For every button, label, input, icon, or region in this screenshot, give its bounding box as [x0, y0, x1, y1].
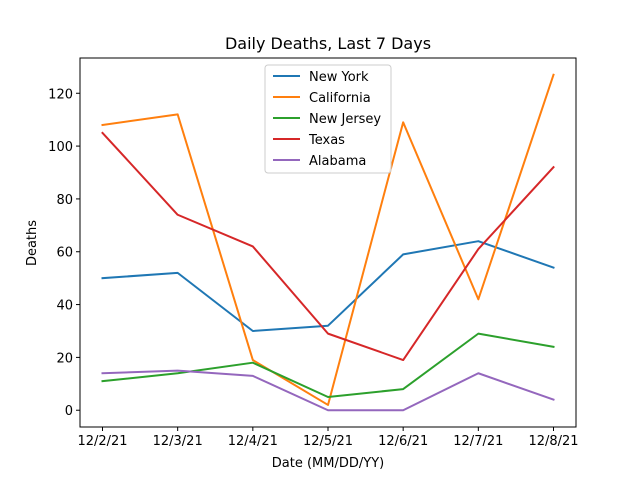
series-line-california [101, 73, 555, 406]
legend-label-alabama: Alabama [309, 154, 366, 169]
y-tick-label: 0 [65, 404, 73, 419]
y-axis-title: Deaths [25, 220, 40, 266]
series-layer [101, 73, 555, 412]
series-line-new-york [101, 240, 555, 332]
x-tick-label: 12/2/21 [77, 434, 127, 449]
y-tick-label: 120 [48, 87, 73, 102]
legend-box [264, 64, 392, 174]
y-axis: 0 20 40 60 80 100 120 [48, 87, 80, 419]
x-tick-label: 12/5/21 [303, 434, 353, 449]
legend-label-california: California [309, 91, 371, 106]
x-tick-label: 12/4/21 [228, 434, 278, 449]
y-tick-label: 20 [56, 351, 73, 366]
y-tick-label: 60 [56, 246, 73, 261]
legend-label-new-jersey: New Jersey [309, 112, 381, 127]
y-tick-label: 100 [48, 140, 73, 155]
x-axis: 12/2/21 12/3/21 12/4/21 12/5/21 12/6/21 12/7/… [77, 427, 579, 449]
series-line-new-jersey [101, 332, 555, 399]
x-tick-label: 12/3/21 [153, 434, 203, 449]
series-line-texas [101, 131, 555, 362]
x-tick-label: 12/6/21 [378, 434, 428, 449]
chart-title: Daily Deaths, Last 7 Days [225, 34, 431, 53]
x-axis-title: Date (MM/DD/YY) [272, 456, 384, 471]
y-tick-label: 80 [56, 193, 73, 208]
x-tick-label: 12/8/21 [528, 434, 578, 449]
legend: New York California New Jersey Texas Alabama [264, 64, 392, 174]
y-tick-label: 40 [56, 299, 73, 314]
legend-label-new-york: New York [309, 70, 369, 85]
series-line-alabama [101, 369, 555, 412]
legend-label-texas: Texas [308, 133, 345, 148]
x-tick-label: 12/7/21 [453, 434, 503, 449]
